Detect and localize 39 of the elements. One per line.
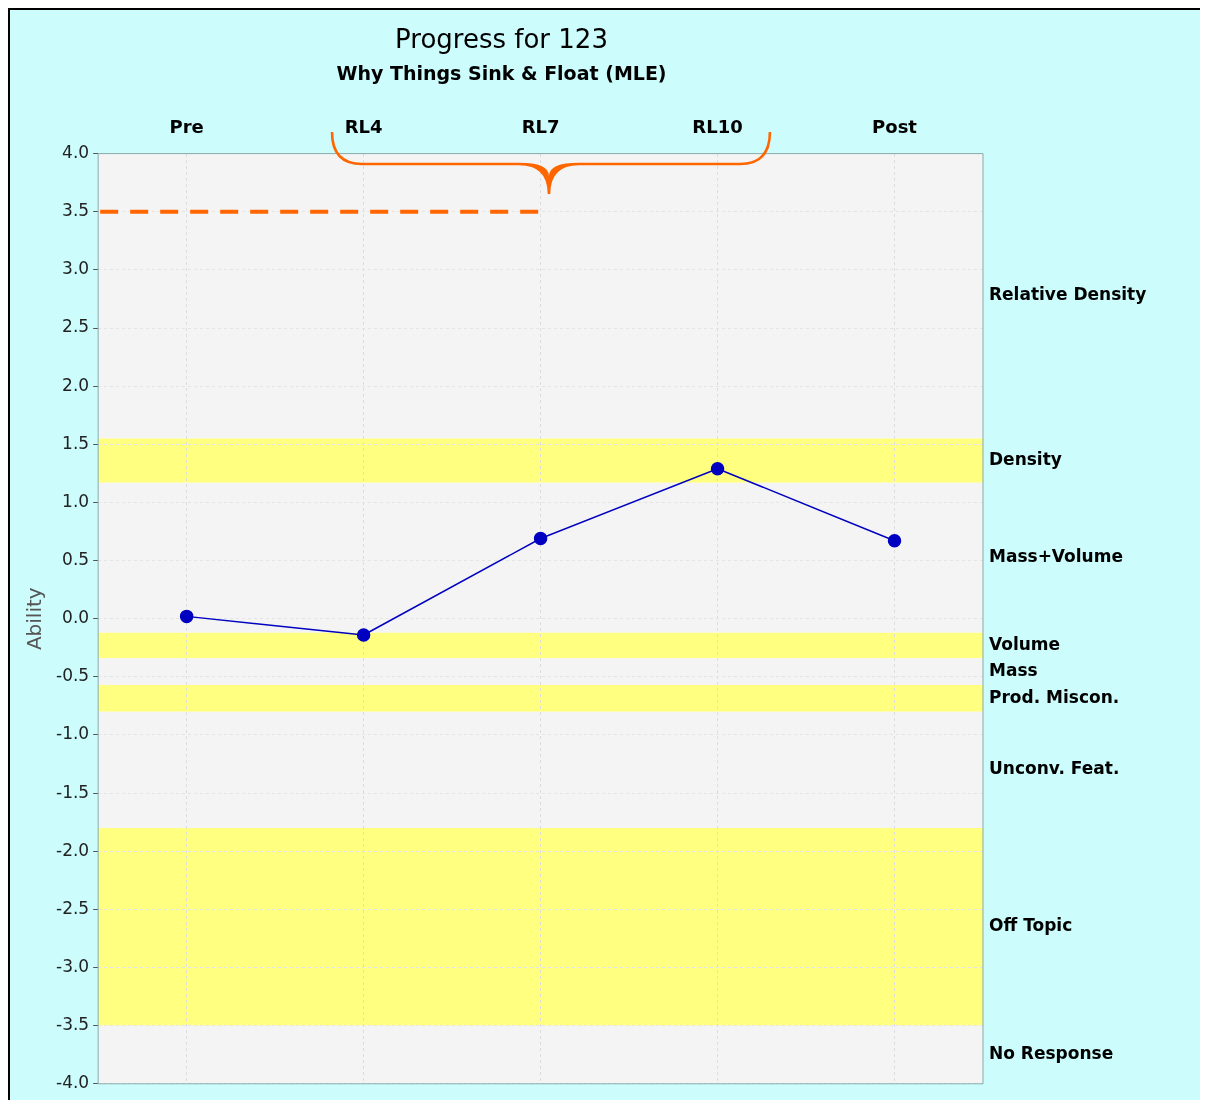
y-tick-label: 3.0 [62, 258, 90, 279]
y-tick-label: 2.5 [62, 316, 90, 337]
x-tick-label: RL10 [692, 116, 743, 138]
band-label: Volume [989, 633, 1061, 654]
point [710, 461, 725, 476]
point [179, 609, 194, 624]
x-tick-label: RL7 [521, 116, 560, 138]
band-label: Mass [989, 660, 1038, 681]
y-tick-label: 0.0 [62, 607, 90, 628]
chart-title: Progress for 123 [395, 24, 608, 55]
y-tick-label: -2.5 [56, 897, 90, 918]
band-label: Prod. Miscon. [989, 686, 1120, 707]
band-label: No Response [989, 1043, 1114, 1064]
y-axis-title: Ability [22, 587, 47, 651]
x-tick-label: Pre [169, 116, 204, 138]
y-tick-label: -1.5 [56, 781, 90, 802]
y-tick-label: -3.0 [56, 955, 90, 976]
y-tick-label: 0.5 [62, 548, 90, 569]
point [533, 531, 548, 546]
y-tick-label: -2.0 [56, 839, 90, 860]
x-tick-label: RL4 [344, 116, 383, 138]
y-tick-label: 3.5 [62, 200, 90, 221]
point [887, 534, 902, 548]
y-tick-label: -4.0 [56, 1072, 90, 1093]
band-label: Unconv. Feat. [989, 758, 1120, 779]
x-tick-label: Post [872, 116, 918, 138]
chart-subtitle: Why Things Sink & Float (MLE) [336, 61, 667, 84]
y-tick-label: 2.0 [62, 374, 90, 395]
y-tick-label: 4.0 [62, 142, 90, 163]
band-label: Density [989, 448, 1062, 469]
y-tick-label: -0.5 [56, 665, 90, 686]
y-tick-label: -3.5 [56, 1014, 90, 1035]
y-tick-label: 1.0 [62, 490, 90, 511]
band-label: Relative Density [989, 284, 1147, 305]
band-label: Off Topic [989, 915, 1073, 936]
point [356, 628, 371, 642]
y-tick-label: 1.5 [62, 432, 90, 453]
y-tick-label: -1.0 [56, 723, 90, 744]
band-label: Mass+Volume [989, 546, 1123, 567]
